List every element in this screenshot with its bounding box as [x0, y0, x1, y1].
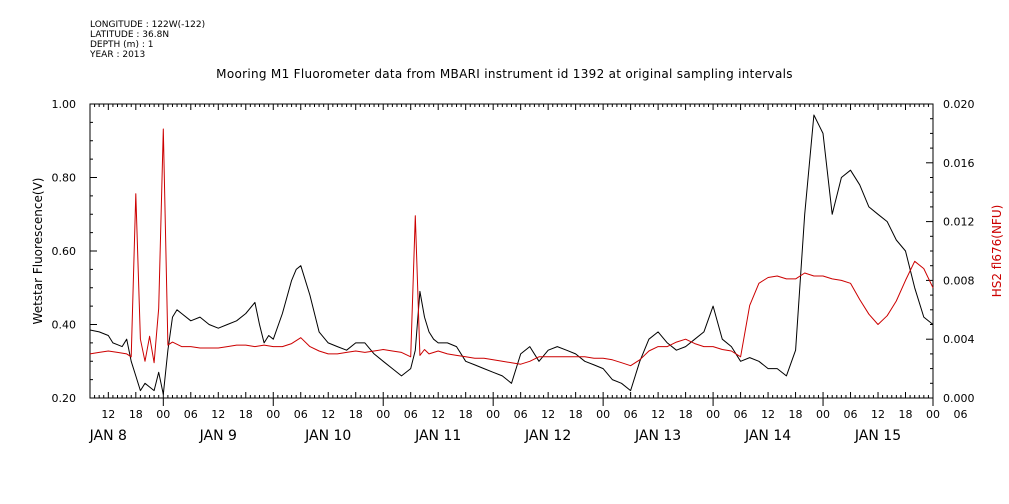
x-hour-label: 12	[321, 408, 335, 421]
x-hour-label: 06	[404, 408, 418, 421]
right-axis-tick-labels: 0.000 0.004 0.008 0.012 0.016 0.020	[943, 98, 975, 405]
x-hour-label: 06	[953, 408, 967, 421]
left-axis-tick-labels: 0.20 0.40 0.60 0.80 1.00	[52, 98, 77, 405]
y-tick-label: 0.20	[52, 392, 77, 405]
plot-frame	[89, 103, 934, 399]
x-hour-label: 00	[706, 408, 720, 421]
y2-tick-label: 0.012	[943, 216, 975, 229]
y-tick-label: 1.00	[52, 98, 77, 111]
station-metadata: LONGITUDE : 122W(-122) LATITUDE : 36.8N …	[90, 20, 205, 60]
x-axis-day-labels: JAN 8 JAN 9 JAN 10 JAN 11 JAN 12 JAN 13 JAN 14…	[89, 428, 901, 444]
x-hour-label: 06	[294, 408, 308, 421]
x-day-label: JAN 14	[744, 428, 791, 444]
x-hour-label: 00	[266, 408, 280, 421]
y-tick-label: 0.60	[52, 245, 77, 258]
chart-title: Mooring M1 Fluorometer data from MBARI i…	[216, 67, 793, 81]
x-hour-label: 18	[789, 408, 803, 421]
x-hour-label: 06	[844, 408, 858, 421]
x-day-label: JAN 15	[854, 428, 901, 444]
year-text: YEAR : 2013	[90, 50, 146, 60]
wetstar-series-line	[89, 114, 934, 395]
x-hour-label: 18	[679, 408, 693, 421]
x-day-label: JAN 8	[89, 428, 127, 444]
y2-tick-label: 0.008	[943, 274, 975, 287]
x-hour-label: 00	[376, 408, 390, 421]
x-hour-label: 00	[596, 408, 610, 421]
y2-tick-label: 0.000	[943, 392, 975, 405]
y-tick-label: 0.80	[52, 172, 77, 185]
x-hour-label: 12	[761, 408, 775, 421]
x-hour-label: 06	[184, 408, 198, 421]
axis-ticks	[89, 103, 934, 406]
x-day-label: JAN 11	[414, 428, 461, 444]
depth-text: DEPTH (m) : 1	[90, 40, 154, 50]
right-axis-title: HS2 fl676(NFU)	[990, 205, 1004, 298]
x-day-label: JAN 10	[304, 428, 351, 444]
x-hour-label: 12	[431, 408, 445, 421]
x-hour-label: 06	[624, 408, 638, 421]
x-hour-label: 12	[871, 408, 885, 421]
x-hour-label: 18	[129, 408, 143, 421]
x-axis-hour-labels: 12 18 00 06 12 18 00 06 12 18 00 06 12 18 00 06 12 18 00 06…	[101, 408, 967, 421]
x-hour-label: 00	[156, 408, 170, 421]
x-hour-label: 00	[486, 408, 500, 421]
x-hour-label: 18	[239, 408, 253, 421]
x-day-label: JAN 13	[634, 428, 681, 444]
hs2-series-line	[89, 128, 934, 367]
x-hour-label: 18	[899, 408, 913, 421]
x-hour-label: 12	[651, 408, 665, 421]
x-hour-label: 12	[101, 408, 115, 421]
x-hour-label: 06	[514, 408, 528, 421]
x-hour-label: 18	[569, 408, 583, 421]
x-hour-label: 06	[734, 408, 748, 421]
y-tick-label: 0.40	[52, 319, 77, 332]
y2-tick-label: 0.004	[943, 333, 975, 346]
x-hour-label: 00	[926, 408, 940, 421]
x-hour-label: 18	[349, 408, 363, 421]
y2-tick-label: 0.020	[943, 98, 975, 111]
x-day-label: JAN 12	[524, 428, 571, 444]
x-hour-label: 12	[541, 408, 555, 421]
latitude-text: LATITUDE : 36.8N	[90, 30, 170, 40]
x-day-label: JAN 9	[199, 428, 237, 444]
y2-tick-label: 0.016	[943, 157, 975, 170]
x-hour-label: 12	[211, 408, 225, 421]
x-hour-label: 18	[459, 408, 473, 421]
left-axis-title: Wetstar Fluorescence(V)	[31, 178, 45, 325]
longitude-text: LONGITUDE : 122W(-122)	[90, 20, 206, 30]
data-series	[89, 114, 934, 395]
x-hour-label: 00	[816, 408, 830, 421]
